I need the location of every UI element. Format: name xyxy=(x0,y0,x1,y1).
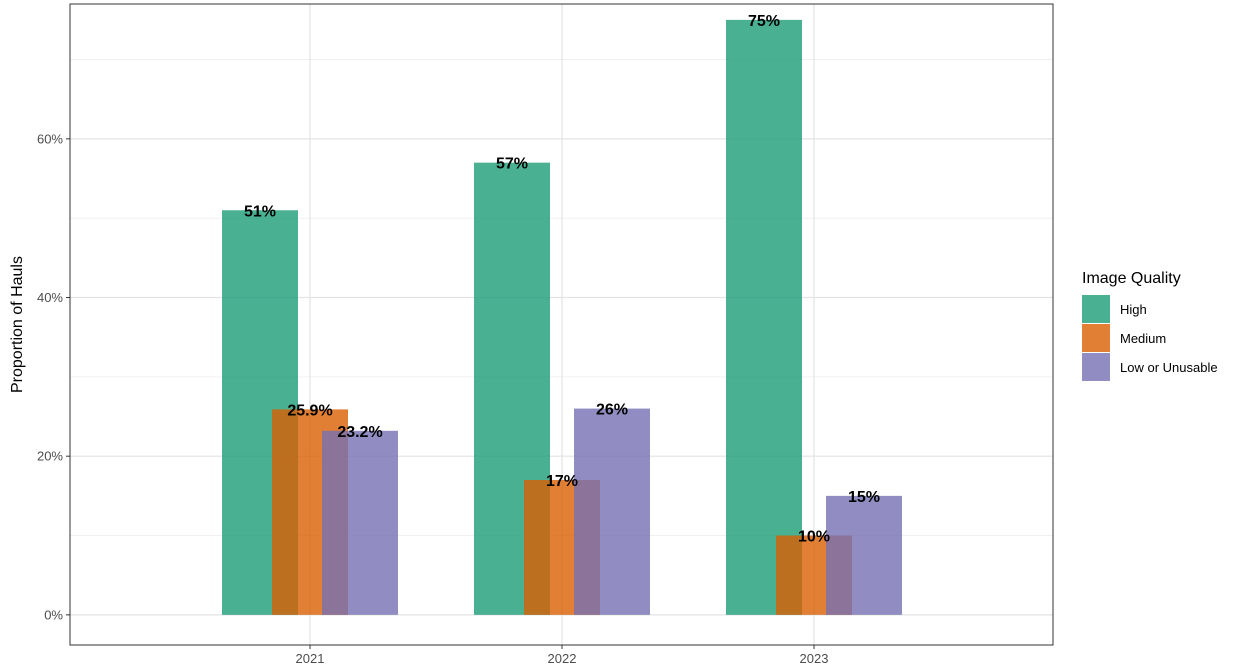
x-tick-label: 2023 xyxy=(800,651,829,666)
y-axis-title: Proportion of Hauls xyxy=(9,256,26,393)
legend-title: Image Quality xyxy=(1082,270,1181,287)
bar-high-2023 xyxy=(726,19,802,615)
y-tick-label: 20% xyxy=(37,449,63,464)
data-label-high-2023: 75% xyxy=(748,13,780,30)
data-label-medium-2023: 10% xyxy=(798,529,830,546)
data-label-high-2021: 51% xyxy=(244,203,276,220)
x-tick-label: 2022 xyxy=(548,651,577,666)
bars xyxy=(222,19,902,615)
data-label-medium-2021: 25.9% xyxy=(287,402,332,419)
data-label-low-or-unusable-2022: 26% xyxy=(596,402,628,419)
y-tick-label: 40% xyxy=(37,290,63,305)
data-label-low-or-unusable-2021: 23.2% xyxy=(337,424,382,441)
data-labels: 51% 57% 75% 25.9% 17% 10% 23.2% 26% 15% xyxy=(244,13,880,546)
data-label-medium-2022: 17% xyxy=(546,473,578,490)
y-tick-label: 60% xyxy=(37,131,63,146)
bar-low-or-unusable-2021 xyxy=(322,430,398,615)
legend-label-high: High xyxy=(1120,302,1147,317)
legend-key-high xyxy=(1082,295,1110,323)
legend: Image Quality High Medium Low or Unusable xyxy=(1082,270,1218,381)
data-label-high-2022: 57% xyxy=(496,156,528,173)
bar-low-or-unusable-2023 xyxy=(826,495,902,615)
x-tick-label: 2021 xyxy=(296,651,325,666)
data-label-low-or-unusable-2023: 15% xyxy=(848,489,880,506)
legend-label-medium: Medium xyxy=(1120,331,1166,346)
y-tick-label: 0% xyxy=(44,607,63,622)
legend-label-low-or-unusable: Low or Unusable xyxy=(1120,360,1218,375)
legend-key-medium xyxy=(1082,324,1110,352)
bar-low-or-unusable-2022 xyxy=(574,408,650,615)
legend-key-low-or-unusable xyxy=(1082,353,1110,381)
axes: 0% 20% 40% 60% 2021 2022 2023 xyxy=(37,131,828,666)
